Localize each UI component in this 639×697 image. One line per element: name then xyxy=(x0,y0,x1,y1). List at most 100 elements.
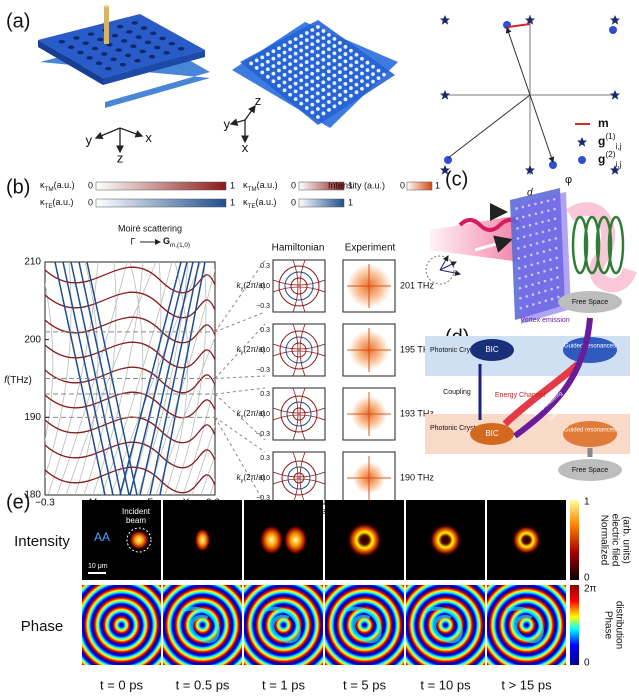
hole xyxy=(315,39,320,44)
hole xyxy=(282,80,287,85)
hole xyxy=(354,82,359,87)
vortex-ring xyxy=(511,525,542,555)
hole xyxy=(134,58,141,63)
arrow-label: Vortex emission xyxy=(520,317,570,324)
hole xyxy=(343,66,348,71)
lattice-star xyxy=(525,165,535,175)
hole xyxy=(518,286,522,290)
beam-spot xyxy=(194,528,211,552)
iso-curve xyxy=(280,395,318,433)
label: g(1)i,j xyxy=(598,131,622,151)
hole xyxy=(97,37,104,42)
lattice-star xyxy=(440,90,450,100)
x-tick-label: −0.3 xyxy=(35,498,55,509)
node-label: BIC xyxy=(485,429,499,438)
hole xyxy=(299,101,304,106)
colorbar-tick: 1 xyxy=(348,180,353,190)
hole xyxy=(321,43,326,48)
panel-label: (b) xyxy=(6,176,30,198)
hole xyxy=(58,39,66,44)
hole xyxy=(519,306,523,310)
phase-spiral xyxy=(506,606,544,644)
axis-label: y xyxy=(86,132,93,147)
text-part: g xyxy=(598,152,605,166)
text-part: (2π/a) xyxy=(243,345,265,354)
hole xyxy=(522,215,525,219)
layer-label: Photonic Crystal 2 xyxy=(430,425,487,432)
phase-image xyxy=(82,585,161,665)
hole xyxy=(288,62,292,67)
k-vector xyxy=(439,269,461,276)
hole xyxy=(315,76,320,80)
hole xyxy=(332,104,337,109)
hole xyxy=(304,60,309,64)
hole xyxy=(546,199,550,203)
hole xyxy=(531,293,535,296)
hole xyxy=(304,52,309,57)
hole xyxy=(528,214,531,217)
hole xyxy=(144,40,152,45)
annotation: φ xyxy=(565,174,572,186)
intensity-pattern xyxy=(347,264,391,308)
hole xyxy=(349,86,353,90)
text-part: y xyxy=(241,414,244,420)
hole xyxy=(73,36,80,40)
text-part: y xyxy=(241,350,244,356)
free-space xyxy=(558,459,622,481)
text-part: g xyxy=(598,134,605,148)
band-curve xyxy=(74,262,99,495)
plate xyxy=(240,20,395,125)
hole xyxy=(530,273,534,277)
dashed-guide xyxy=(214,259,266,333)
phase-spiral xyxy=(425,606,463,644)
text-part: G xyxy=(163,236,170,246)
k-diagram xyxy=(425,255,455,285)
text-part: k xyxy=(237,281,242,290)
plate-edge xyxy=(38,40,103,85)
hole xyxy=(277,46,281,51)
hole xyxy=(271,64,276,69)
colorbar-label: distribution xyxy=(613,601,624,649)
hole xyxy=(544,289,547,293)
band-curve xyxy=(200,454,215,495)
column-title: Experiment xyxy=(345,243,396,254)
plate-top xyxy=(38,14,205,78)
hole xyxy=(91,46,99,51)
hole xyxy=(542,250,546,253)
hole xyxy=(549,268,553,271)
hole xyxy=(554,227,557,230)
axis-arrow xyxy=(94,127,121,140)
guided-node xyxy=(563,421,617,447)
hole xyxy=(540,201,543,204)
hole xyxy=(544,299,548,303)
hole xyxy=(282,65,287,70)
hole xyxy=(299,63,304,68)
colorbar xyxy=(406,181,433,191)
hole xyxy=(293,51,298,56)
hole xyxy=(168,41,176,46)
phase-image xyxy=(244,585,323,665)
band-curve xyxy=(119,262,144,495)
y-tick-label: −0.3 xyxy=(256,431,270,438)
hole xyxy=(87,32,95,36)
iso-curve xyxy=(287,466,311,490)
text-part: i,j xyxy=(616,159,622,169)
hole xyxy=(532,303,535,306)
hole xyxy=(86,56,93,60)
hole xyxy=(553,217,557,221)
lattice-dot xyxy=(444,156,452,164)
hole xyxy=(327,108,331,112)
hole xyxy=(321,36,326,40)
rod xyxy=(104,6,109,44)
hole xyxy=(310,64,315,69)
hole xyxy=(131,21,138,25)
legend-dot xyxy=(578,156,586,164)
hole xyxy=(524,265,527,268)
y-tick-label: 0.3 xyxy=(260,263,270,270)
hole xyxy=(349,71,353,75)
node-label: Guided resonances xyxy=(564,344,616,350)
beam-arrow xyxy=(474,235,513,253)
hole xyxy=(321,65,326,70)
hole xyxy=(556,276,559,279)
free-space xyxy=(558,291,622,313)
